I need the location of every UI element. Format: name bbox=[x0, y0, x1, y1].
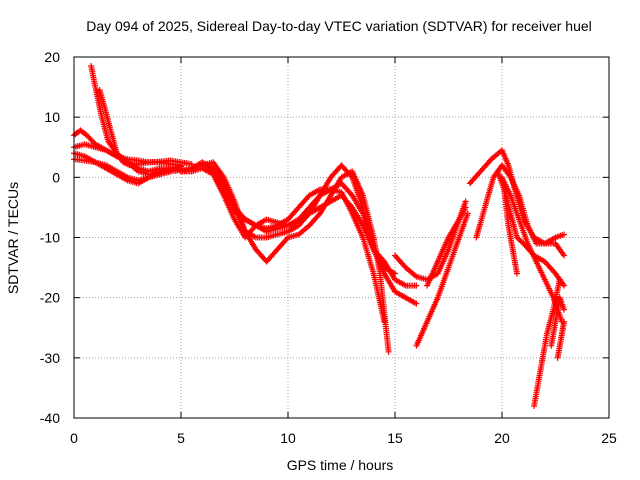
data-point bbox=[487, 157, 494, 164]
x-tick-label: 0 bbox=[70, 430, 78, 446]
y-tick-label: -20 bbox=[40, 290, 60, 306]
data-point bbox=[385, 348, 392, 355]
x-tick-label: 10 bbox=[280, 430, 296, 446]
data-point bbox=[464, 210, 471, 217]
y-tick-label: 20 bbox=[44, 49, 60, 65]
data-point bbox=[561, 318, 568, 325]
data-point bbox=[561, 282, 568, 289]
x-tick-label: 25 bbox=[601, 430, 617, 446]
data-point bbox=[413, 300, 420, 307]
series-track-f bbox=[71, 150, 184, 187]
series-track-r bbox=[501, 186, 520, 277]
series-track-s bbox=[499, 174, 565, 325]
series-track-v bbox=[554, 318, 568, 361]
series-track-m bbox=[413, 210, 471, 349]
data-point bbox=[462, 204, 469, 211]
data-point bbox=[513, 270, 520, 277]
data-point bbox=[462, 198, 469, 205]
y-tick-label: 10 bbox=[44, 109, 60, 125]
x-axis-label: GPS time / hours bbox=[287, 457, 394, 473]
axis-ticks: 0 5 10 15 20 25 -40 -30 -20 -10 0 10 20 bbox=[40, 49, 617, 446]
data-points bbox=[71, 63, 568, 409]
y-tick-label: -10 bbox=[40, 230, 60, 246]
series-track-k bbox=[225, 186, 388, 325]
y-tick-label: -30 bbox=[40, 350, 60, 366]
data-point bbox=[561, 306, 568, 313]
series-track-t bbox=[531, 276, 563, 409]
series-track-n bbox=[424, 204, 469, 289]
x-tick-label: 5 bbox=[177, 430, 185, 446]
data-point bbox=[561, 231, 568, 238]
data-point bbox=[381, 318, 388, 325]
x-tick-label: 15 bbox=[387, 430, 403, 446]
data-point bbox=[413, 282, 420, 289]
data-point bbox=[401, 263, 408, 270]
data-point bbox=[348, 172, 355, 179]
data-point bbox=[561, 252, 568, 259]
y-axis-label: SDTVAR / TECUs bbox=[5, 182, 21, 294]
series-track-u bbox=[548, 294, 568, 349]
y-tick-label: -40 bbox=[40, 410, 60, 426]
chart-title: Day 094 of 2025, Sidereal Day-to-day VTE… bbox=[86, 18, 592, 34]
x-tick-label: 20 bbox=[494, 430, 510, 446]
y-tick-label: 0 bbox=[52, 169, 60, 185]
data-point bbox=[556, 276, 563, 283]
